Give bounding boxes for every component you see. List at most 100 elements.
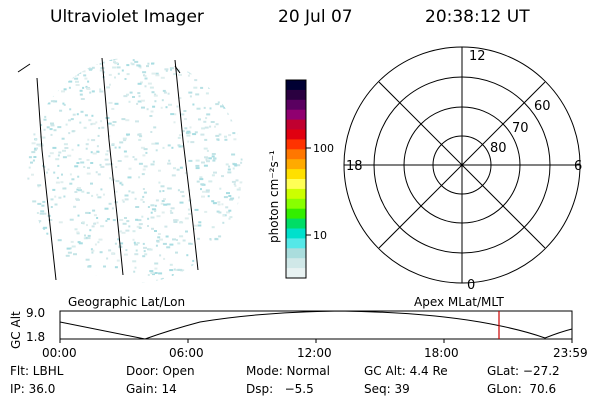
altitude-plot <box>59 310 573 343</box>
emission-pixel <box>38 220 42 223</box>
emission-pixel <box>142 255 146 258</box>
emission-pixel <box>206 160 210 163</box>
emission-pixel <box>150 163 155 166</box>
emission-pixel <box>102 71 105 74</box>
emission-pixel <box>192 103 195 106</box>
emission-pixel <box>178 60 181 63</box>
emission-pixel <box>81 190 85 193</box>
emission-pixel <box>90 123 93 126</box>
emission-pixel <box>232 163 237 166</box>
emission-pixel <box>205 66 208 69</box>
emission-pixel <box>32 262 37 265</box>
emission-pixel <box>28 262 33 265</box>
emission-pixel <box>112 219 116 222</box>
emission-pixel <box>208 279 211 281</box>
emission-pixel <box>96 193 99 196</box>
emission-pixel <box>52 188 56 191</box>
emission-pixel <box>126 73 130 76</box>
emission-pixel <box>49 59 54 62</box>
emission-pixel <box>46 246 51 249</box>
color-bar-segment <box>286 80 306 91</box>
emission-pixel <box>141 106 145 109</box>
x-tick-label-4: 23:59 <box>553 346 588 360</box>
emission-pixel <box>134 158 138 161</box>
emission-pixel <box>131 191 135 194</box>
emission-pixel <box>228 134 232 137</box>
emission-pixel <box>225 163 229 166</box>
emission-pixel <box>178 268 183 271</box>
emission-pixel <box>64 147 69 149</box>
emission-pixel <box>76 113 79 116</box>
y-axis-top-label: 9.0 <box>26 306 46 320</box>
emission-pixel <box>50 124 55 127</box>
emission-pixel <box>106 257 109 260</box>
emission-pixel <box>177 189 180 192</box>
emission-pixel <box>239 107 243 110</box>
emission-pixel <box>229 270 232 273</box>
emission-pixel <box>50 206 53 208</box>
emission-pixel <box>205 158 208 161</box>
emission-pixel <box>90 151 93 154</box>
emission-pixel <box>27 60 30 63</box>
emission-pixel <box>39 212 44 215</box>
emission-pixel <box>101 284 104 286</box>
emission-pixel <box>202 272 206 275</box>
emission-pixel <box>241 123 243 126</box>
emission-pixel <box>198 118 201 121</box>
glon-info: GLon: 70.6 <box>487 382 557 396</box>
emission-pixel <box>170 113 175 116</box>
emission-pixel <box>108 101 113 104</box>
color-bar-segment <box>286 218 306 230</box>
emission-pixel <box>79 93 83 96</box>
emission-pixel <box>240 158 243 161</box>
emission-pixel <box>174 282 177 283</box>
emission-pixel <box>83 126 87 129</box>
emission-pixel <box>40 55 42 57</box>
emission-pixel <box>47 74 50 76</box>
emission-pixel <box>154 210 157 212</box>
emission-pixel <box>186 134 191 137</box>
emission-pixel <box>111 57 115 58</box>
emission-pixel <box>43 128 46 131</box>
emission-pixel <box>133 270 136 273</box>
emission-pixel <box>42 212 47 215</box>
emission-pixel <box>81 281 84 283</box>
emission-pixel <box>188 91 193 94</box>
emission-pixel <box>226 235 229 238</box>
geographic-image <box>17 55 243 287</box>
emission-pixel <box>206 113 211 116</box>
emission-pixel <box>138 162 143 165</box>
emission-pixel <box>234 164 238 167</box>
emission-pixel <box>233 97 237 100</box>
emission-pixel <box>36 278 41 280</box>
geographic-label: Geographic Lat/Lon <box>68 295 186 309</box>
emission-pixel <box>190 141 195 144</box>
emission-pixel <box>33 149 37 151</box>
emission-pixel <box>241 103 243 105</box>
apex-label: Apex MLat/MLT <box>414 295 504 309</box>
emission-pixel <box>143 165 148 168</box>
emission-pixel <box>99 163 102 166</box>
emission-pixel <box>173 220 178 223</box>
emission-pixel <box>237 202 241 205</box>
emission-pixel <box>155 72 159 75</box>
emission-pixel <box>55 158 60 161</box>
emission-pixel <box>230 197 235 200</box>
emission-pixel <box>38 271 43 274</box>
emission-pixel <box>103 265 106 268</box>
emission-pixel <box>105 153 109 156</box>
emission-pixel <box>47 168 50 171</box>
emission-pixel <box>123 95 128 98</box>
emission-pixel <box>87 166 90 169</box>
emission-pixel <box>32 159 35 162</box>
emission-pixel <box>149 86 154 89</box>
emission-pixel <box>137 82 142 85</box>
emission-pixel <box>203 120 207 123</box>
emission-pixel <box>77 214 80 217</box>
emission-pixel <box>242 188 243 191</box>
emission-pixel <box>88 119 92 122</box>
emission-pixel <box>47 102 51 105</box>
emission-pixel <box>203 164 208 167</box>
emission-pixel <box>142 188 145 190</box>
emission-pixel <box>190 285 193 287</box>
